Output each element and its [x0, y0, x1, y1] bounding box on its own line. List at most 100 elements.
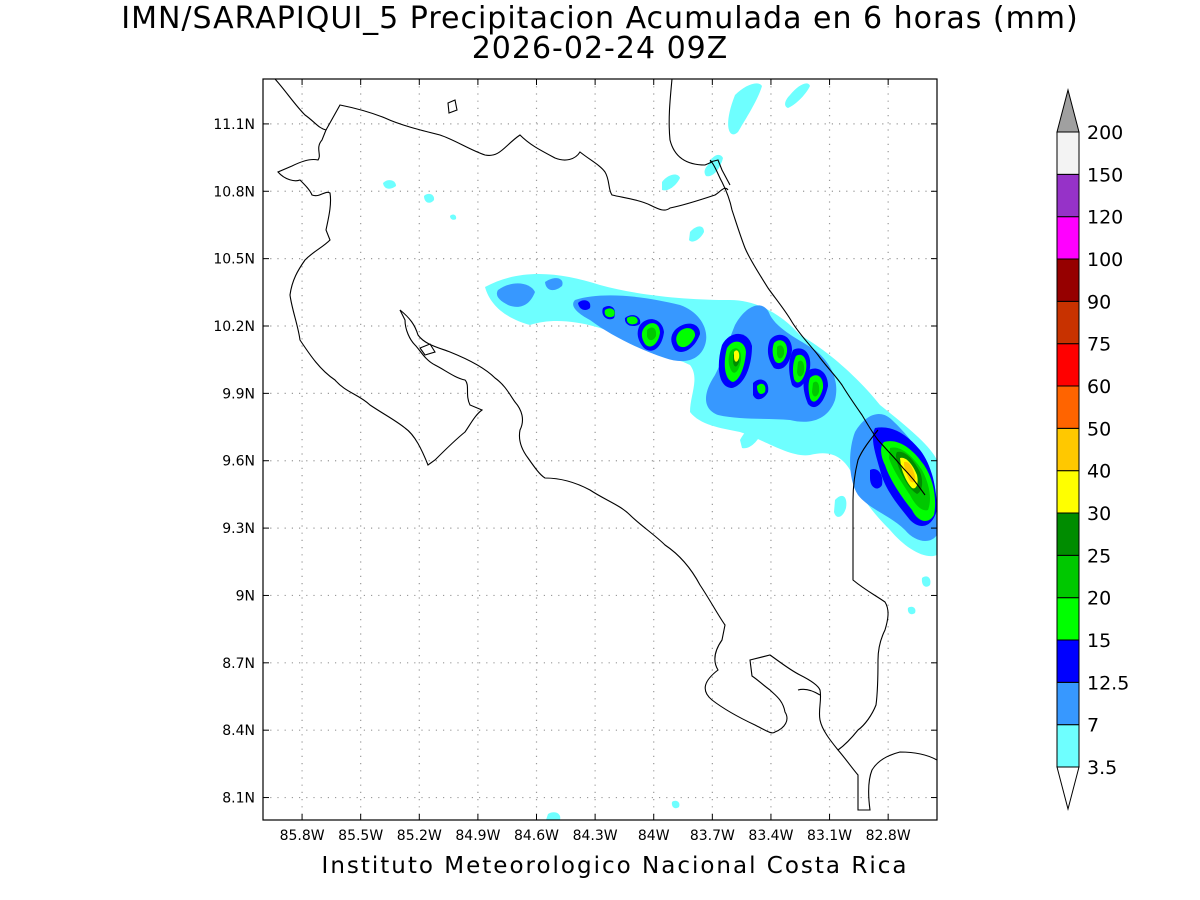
map-title: IMN/SARAPIQUI_5 Precipitacion Acumulada … — [121, 1, 1079, 36]
precip-band-15mm-a — [604, 308, 615, 318]
colorbar-swatch — [1056, 343, 1080, 387]
precip-cell-east-2 — [800, 433, 818, 453]
lon-tick-label: 85.5W — [338, 828, 383, 844]
lat-tick-label: 9.6N — [222, 454, 255, 470]
precip-band-20mm-c — [777, 345, 785, 359]
lon-tick-label: 84.3W — [573, 828, 618, 844]
lat-tick-label: 9.9N — [222, 386, 255, 402]
colorbar-label: 60 — [1087, 376, 1111, 398]
precip-cell-north-1 — [728, 83, 762, 135]
lat-tick-label: 10.8N — [213, 184, 255, 200]
colorbar-swatch — [1056, 131, 1080, 175]
lat-tick-label: 8.4N — [222, 723, 255, 739]
east-coast-segment — [709, 159, 731, 186]
north-inlet — [668, 79, 713, 166]
lon-tick-label: 84.9W — [455, 828, 500, 844]
precip-cell-east-3 — [834, 495, 847, 517]
colorbar-swatch — [1056, 300, 1080, 345]
colorbar-label: 12.5 — [1087, 672, 1129, 694]
graticule-grid — [263, 79, 937, 820]
colorbar-swatch — [1056, 681, 1080, 726]
colorbar-label: 25 — [1087, 545, 1111, 567]
precip-band-12-5mm-l — [870, 468, 883, 489]
colorbar-label: 20 — [1087, 588, 1111, 610]
lat-tick-label: 11.1N — [213, 117, 255, 133]
precip-band-7mm-west2 — [545, 278, 563, 291]
precip-band-20mm-d — [797, 360, 805, 377]
colorbar-swatch — [1056, 258, 1080, 302]
lon-tick-label: 85.8W — [280, 828, 325, 844]
lon-tick-label: 83.1W — [807, 828, 852, 844]
colorbar-label: 100 — [1087, 249, 1123, 271]
precip-cell-east-1 — [740, 424, 763, 449]
panama-border — [837, 429, 889, 751]
precip-cell-north-5 — [689, 226, 704, 242]
lat-tick-label: 9N — [236, 588, 255, 604]
precip-cell-south-1 — [671, 800, 680, 809]
coastline-and-borders — [274, 79, 937, 811]
nicoya-gulf-coast — [399, 309, 937, 811]
precipitation-field — [383, 83, 937, 820]
colorbar-swatch — [1056, 597, 1080, 641]
lon-tick-label: 83.4W — [748, 828, 793, 844]
precip-cell-east-4 — [921, 576, 931, 587]
colorbar-legend: 3.5 7 12.5 15 20 25 30 40 50 60 75 90 100 120 150 200 — [1056, 88, 1129, 811]
precip-cell-north-2 — [785, 83, 810, 108]
lat-tick-label: 8.1N — [222, 791, 255, 807]
colorbar-swatch — [1056, 512, 1080, 556]
lon-tick-label: 84.6W — [514, 828, 559, 844]
colorbar-label-top: 200 — [1087, 122, 1123, 144]
precip-cell-west-1 — [383, 180, 396, 189]
lat-tick-label: 8.7N — [222, 656, 255, 672]
precip-band-30mm-a — [734, 350, 740, 362]
map-valid-time: 2026-02-24 09Z — [471, 31, 729, 66]
colorbar-label: 90 — [1087, 291, 1111, 313]
nicaragua-border — [325, 104, 729, 211]
lon-tick-label: 82.8W — [866, 828, 911, 844]
colorbar-swatch — [1056, 554, 1080, 599]
colorbar-swatch — [1056, 427, 1080, 472]
map-axes: 11.1N 10.8N 10.5N 10.2N 9.9N 9.6N 9.3N 9N 8.7N 8.… — [213, 79, 937, 844]
precip-cell-west-2 — [424, 193, 435, 203]
colorbar-label: 50 — [1087, 418, 1111, 440]
precip-band-15mm-i — [757, 383, 766, 394]
institution-credit: Instituto Meteorologico Nacional Costa R… — [321, 853, 909, 879]
lon-tick-label: 85.2W — [397, 828, 442, 844]
nicaragua-coastline — [274, 79, 484, 466]
colorbar-label: 150 — [1087, 164, 1123, 186]
colorbar-under-arrow — [1056, 766, 1080, 811]
lon-tick-label: 84W — [638, 828, 670, 844]
caribbean-coast — [709, 159, 926, 496]
colorbar-swatch — [1056, 173, 1080, 218]
colorbar-swatch — [1056, 639, 1080, 683]
map-frame — [262, 78, 938, 821]
precip-band-3-5mm — [485, 273, 937, 557]
colorbar-label: 75 — [1087, 334, 1111, 356]
colorbar-label: 15 — [1087, 630, 1111, 652]
colorbar-label: 30 — [1087, 503, 1111, 525]
colorbar-swatch — [1056, 470, 1080, 514]
colorbar-label: 7 — [1087, 715, 1099, 737]
precip-band-12-5mm-a — [578, 300, 591, 311]
colorbar-swatch — [1056, 724, 1080, 768]
precip-band-20mm-a — [647, 327, 657, 341]
colorbar-swatch — [1056, 216, 1080, 260]
colorbar-swatch — [1056, 385, 1080, 429]
precip-cell-south-2 — [546, 812, 561, 820]
precip-cell-east-5 — [907, 606, 916, 615]
colorbar-label: 40 — [1087, 461, 1111, 483]
precip-band-15mm-b — [626, 316, 638, 325]
osa-peninsula-coast — [797, 688, 821, 696]
lat-tick-label: 9.3N — [222, 521, 255, 537]
nicaragua-lake-island — [447, 99, 458, 114]
precip-cell-west-3 — [450, 214, 457, 220]
gulf-island — [419, 343, 436, 356]
colorbar-label: 3.5 — [1087, 757, 1117, 779]
precip-band-20mm-e — [812, 381, 820, 397]
precip-band-7mm-west — [496, 283, 535, 307]
precip-band-40mm — [904, 461, 916, 483]
lat-tick-label: 10.5N — [213, 252, 255, 268]
colorbar-label: 120 — [1087, 207, 1123, 229]
precip-cell-north-4 — [662, 174, 680, 191]
